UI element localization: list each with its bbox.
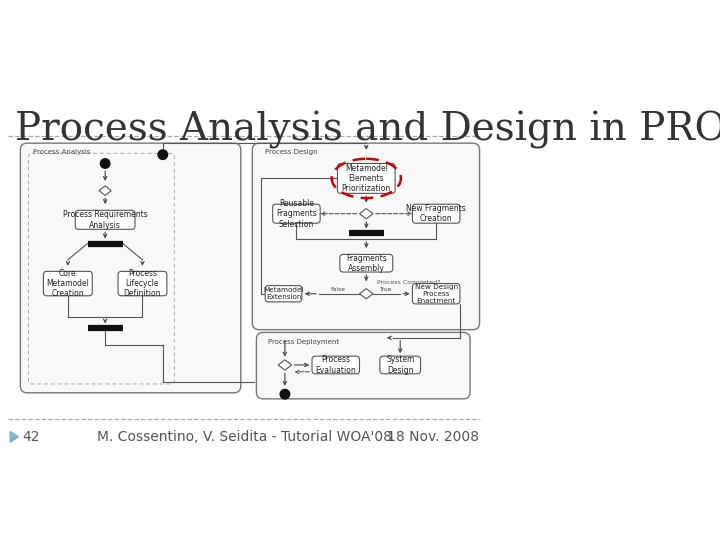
Text: Process
Evaluation: Process Evaluation [315, 355, 356, 375]
Text: Process Analysis: Process Analysis [32, 149, 90, 156]
FancyBboxPatch shape [338, 164, 395, 193]
Polygon shape [278, 360, 292, 370]
Text: 18 Nov. 2008: 18 Nov. 2008 [387, 430, 479, 444]
Text: True: True [379, 287, 392, 292]
Polygon shape [10, 431, 18, 442]
FancyBboxPatch shape [118, 272, 167, 296]
Text: Process
Lifecycle
Definition: Process Lifecycle Definition [124, 269, 161, 299]
Text: False: False [330, 287, 346, 292]
Text: Process Completed?: Process Completed? [377, 280, 441, 285]
FancyBboxPatch shape [312, 356, 359, 374]
FancyBboxPatch shape [273, 204, 320, 223]
Polygon shape [359, 289, 373, 299]
FancyBboxPatch shape [20, 143, 240, 393]
Text: M. Cossentino, V. Seidita - Tutorial WOA'08: M. Cossentino, V. Seidita - Tutorial WOA… [96, 430, 392, 444]
Text: Process Analysis and Design in PRODE: Process Analysis and Design in PRODE [15, 111, 720, 148]
Circle shape [280, 389, 289, 399]
Polygon shape [359, 208, 373, 219]
Text: Metamodel
Extension: Metamodel Extension [264, 287, 304, 300]
Text: Fragments
Assembly: Fragments Assembly [346, 253, 387, 273]
Text: Reusable
Fragments
Selection: Reusable Fragments Selection [276, 199, 317, 228]
Text: System
Design: System Design [386, 355, 415, 375]
Text: Process Design: Process Design [264, 149, 318, 156]
Text: Process Deployment: Process Deployment [268, 339, 339, 345]
Circle shape [100, 159, 110, 168]
FancyBboxPatch shape [43, 272, 92, 296]
Text: Metamodel
Elements
Prioritization: Metamodel Elements Prioritization [342, 164, 391, 193]
Text: New Fragments
Creation: New Fragments Creation [406, 204, 466, 224]
Text: 42: 42 [22, 430, 40, 444]
FancyBboxPatch shape [252, 143, 480, 330]
FancyBboxPatch shape [413, 204, 460, 223]
FancyBboxPatch shape [380, 356, 420, 374]
Circle shape [158, 150, 168, 159]
FancyBboxPatch shape [256, 333, 470, 399]
Text: Core
Metamodel
Creation: Core Metamodel Creation [46, 269, 89, 299]
Text: Process Requirements
Analysis: Process Requirements Analysis [63, 210, 148, 230]
Polygon shape [99, 186, 112, 195]
FancyBboxPatch shape [340, 254, 392, 272]
FancyBboxPatch shape [413, 284, 460, 304]
FancyBboxPatch shape [76, 210, 135, 230]
FancyBboxPatch shape [265, 286, 302, 302]
Text: New Design
Process
Enactment: New Design Process Enactment [415, 284, 458, 303]
